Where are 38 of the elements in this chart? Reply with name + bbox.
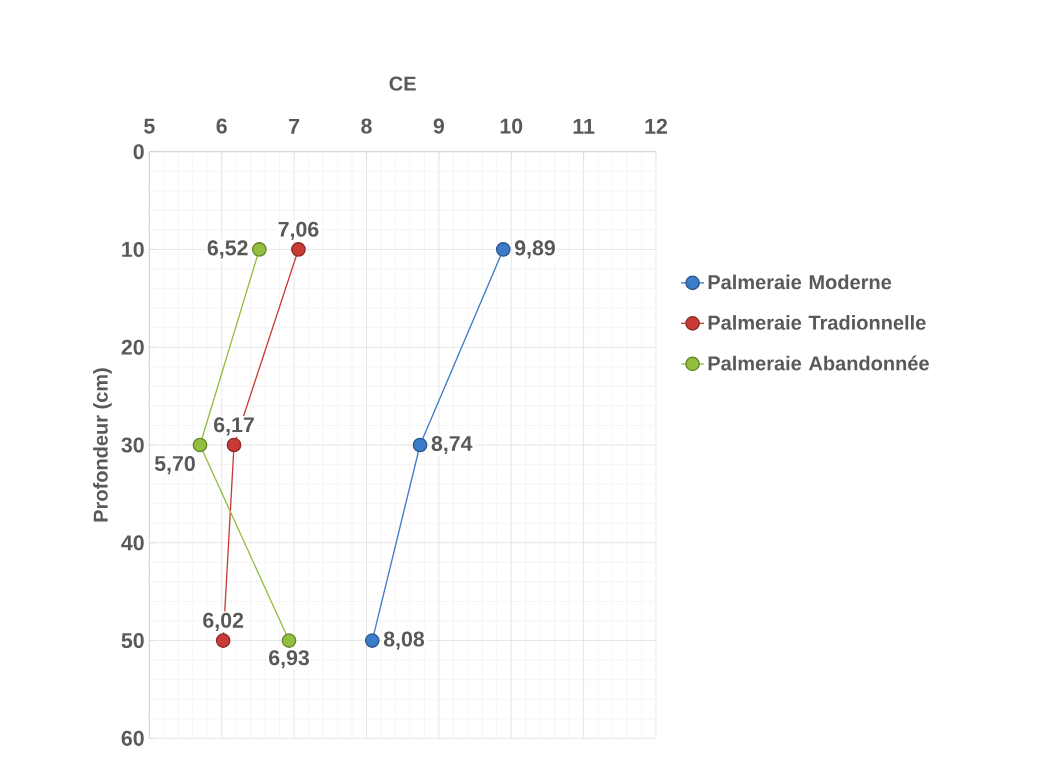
x-tick-label: 9 xyxy=(433,118,444,134)
y-tick-label: 60 xyxy=(121,730,144,746)
x-tick-label: 8 xyxy=(361,118,372,134)
x-tick-label: 6 xyxy=(216,118,227,134)
point xyxy=(412,437,428,453)
legend-label: Palmeraie Tradionnelle xyxy=(708,315,926,330)
x-tick-label: 10 xyxy=(500,118,523,134)
annotation: 8,74 xyxy=(431,435,473,455)
annotation: 5,70 xyxy=(154,455,195,475)
point xyxy=(252,242,267,257)
point xyxy=(291,242,306,257)
point xyxy=(226,437,242,453)
annotation: 6,52 xyxy=(207,240,248,259)
y-tick-label: 10 xyxy=(122,241,144,258)
point xyxy=(495,242,511,257)
y-tick-label: 20 xyxy=(121,339,144,355)
legend-label: Palmeraie Moderne xyxy=(708,274,892,290)
annotation: 7,06 xyxy=(278,221,319,240)
y-tick-label: 30 xyxy=(121,437,144,453)
x-tick-label: 11 xyxy=(573,118,595,134)
point xyxy=(281,633,297,648)
y-axis-title: Profondeur (cm) xyxy=(93,368,112,522)
legend-label: Palmeraie Abandonnée xyxy=(708,355,929,371)
annotation: 6,02 xyxy=(203,612,244,631)
x-tick-label: 7 xyxy=(289,118,300,134)
y-tick-label: 0 xyxy=(133,144,144,160)
annotation: 9,89 xyxy=(514,240,555,259)
x-tick-label: 12 xyxy=(645,118,667,134)
x-tick-label: 5 xyxy=(144,118,155,134)
x-axis-title: CE xyxy=(389,76,416,91)
y-tick-label: 50 xyxy=(121,633,144,649)
point xyxy=(364,633,380,648)
point xyxy=(192,437,208,453)
annotation: 6,17 xyxy=(214,417,254,436)
y-tick-label: 40 xyxy=(121,535,144,551)
annotation: 6,93 xyxy=(269,650,310,669)
point xyxy=(215,633,231,648)
annotation: 8,08 xyxy=(383,631,425,650)
